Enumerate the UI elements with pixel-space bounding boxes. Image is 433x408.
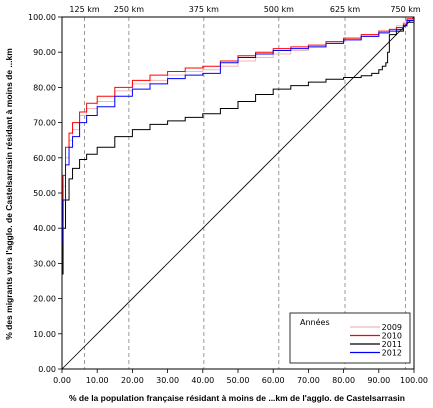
x-axis-title: % de la population française résidant à … bbox=[69, 393, 405, 403]
series-lines bbox=[62, 17, 415, 275]
y-axis-ticks: 0.00 10.00 20.00 30.00 40.00 50.00 60.00 70.00 8… bbox=[28, 13, 62, 374]
legend-box bbox=[289, 312, 411, 364]
y-tick-label: 10.00 bbox=[33, 330, 56, 339]
y-tick-label: 80.00 bbox=[33, 83, 56, 92]
y-tick-label: 40.00 bbox=[33, 224, 56, 233]
y-tick-label: 50.00 bbox=[33, 189, 56, 198]
distance-marker-label: 375 km bbox=[189, 5, 219, 14]
y-tick-label: 20.00 bbox=[33, 295, 56, 304]
distance-marker-label: 625 km bbox=[330, 5, 360, 14]
reference-line bbox=[61, 16, 415, 370]
distance-marker-label: 750 km bbox=[390, 5, 420, 14]
y-tick-label: 70.00 bbox=[33, 119, 56, 128]
diagonal-line bbox=[61, 16, 415, 370]
distance-marker-label: 250 km bbox=[114, 5, 144, 14]
x-axis-ticks: 0.00 10.00 20.00 30.00 40.00 50.00 60.00 70.00 8… bbox=[53, 369, 428, 385]
x-tick-label: 100.00 bbox=[400, 376, 428, 385]
series-line-2010 bbox=[62, 17, 415, 222]
x-tick-label: 10.00 bbox=[86, 376, 109, 385]
x-tick-label: 40.00 bbox=[191, 376, 214, 385]
y-tick-label: 60.00 bbox=[33, 154, 56, 163]
y-tick-label: 0.00 bbox=[38, 365, 56, 374]
x-tick-label: 50.00 bbox=[227, 376, 250, 385]
x-tick-label: 30.00 bbox=[156, 376, 179, 385]
series-line-2012 bbox=[62, 17, 415, 243]
series-line-2009 bbox=[62, 17, 415, 229]
x-tick-label: 70.00 bbox=[297, 376, 320, 385]
x-tick-label: 90.00 bbox=[367, 376, 390, 385]
legend-label-2009: 2009 bbox=[382, 323, 402, 332]
distance-marker-labels: 125 km 250 km 375 km 500 km 625 km 750 km bbox=[69, 5, 420, 14]
x-tick-label: 20.00 bbox=[121, 376, 144, 385]
y-tick-label: 90.00 bbox=[33, 48, 56, 57]
y-tick-label: 100.00 bbox=[28, 13, 56, 22]
distance-marker-label: 125 km bbox=[69, 5, 99, 14]
distance-markers bbox=[84, 17, 406, 369]
x-tick-label: 60.00 bbox=[262, 376, 285, 385]
distance-marker-label: 500 km bbox=[264, 5, 294, 14]
x-tick-label: 80.00 bbox=[332, 376, 355, 385]
legend-label-2010: 2010 bbox=[382, 332, 402, 341]
x-tick-label: 0.00 bbox=[53, 376, 71, 385]
legend-title: Années bbox=[300, 317, 330, 327]
legend-label-2011: 2011 bbox=[382, 340, 402, 349]
series-line-2011 bbox=[62, 17, 415, 275]
legend-label-2012: 2012 bbox=[382, 349, 402, 358]
y-tick-label: 30.00 bbox=[33, 259, 56, 268]
y-axis-title: % des migrants vers l'agglo. de Castelsa… bbox=[4, 48, 14, 340]
